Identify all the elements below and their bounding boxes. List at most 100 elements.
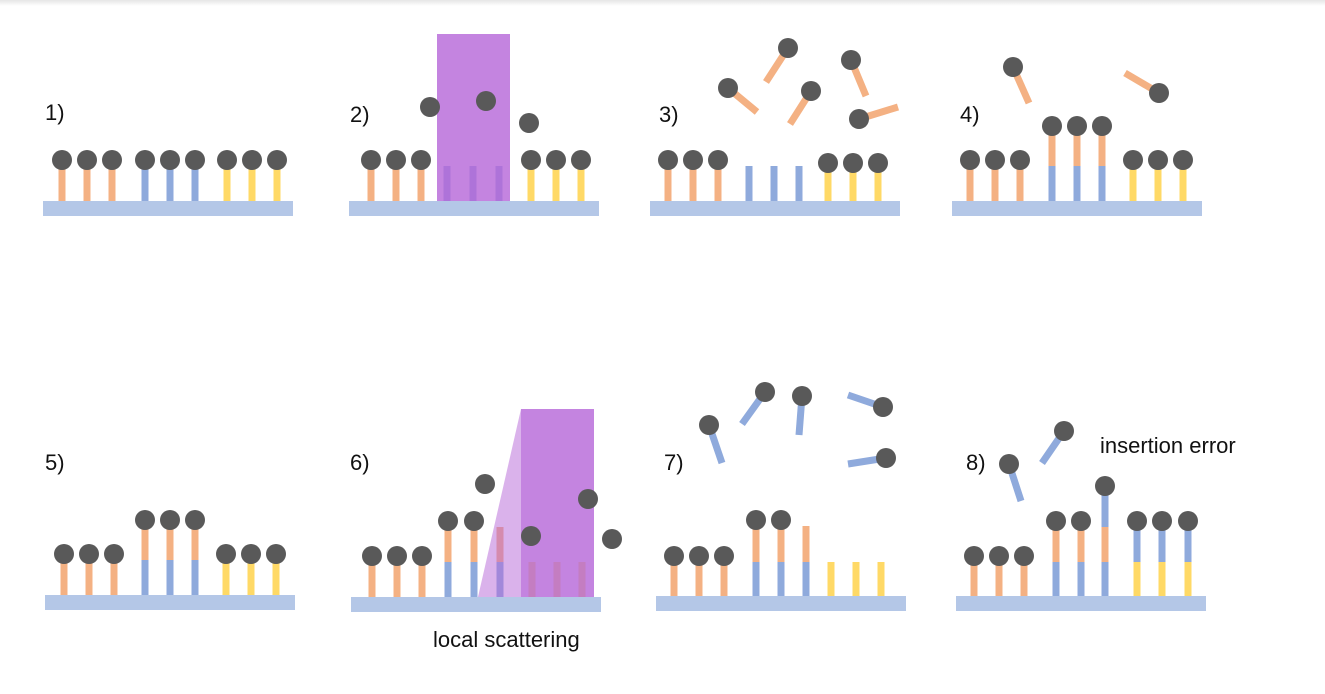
strand-segment — [777, 562, 785, 596]
strand-segment — [470, 527, 478, 562]
step-label-1: 1) — [45, 100, 65, 125]
protecting-group-bead — [362, 546, 382, 566]
strand-segment — [527, 166, 535, 201]
protecting-group-bead — [411, 150, 431, 170]
strand-segment — [141, 526, 149, 560]
protecting-group-bead — [689, 546, 709, 566]
protecting-group-bead — [699, 415, 719, 435]
protecting-group-bead — [77, 150, 97, 170]
protecting-group-bead — [999, 454, 1019, 474]
protecting-group-bead — [960, 150, 980, 170]
strand-segment — [1048, 132, 1056, 166]
strand-segment — [417, 166, 425, 201]
strand-segment — [802, 562, 810, 596]
strand-segment — [1133, 527, 1141, 562]
protecting-group-bead — [185, 510, 205, 530]
protecting-group-bead — [1067, 116, 1087, 136]
strand-segment — [824, 166, 832, 201]
protecting-group-bead — [361, 150, 381, 170]
substrate-base — [351, 597, 601, 612]
light-beam — [437, 34, 510, 201]
window-top-edge — [0, 0, 1325, 6]
protecting-group-bead — [185, 150, 205, 170]
strand-segment — [745, 166, 753, 201]
strand-segment — [1052, 527, 1060, 562]
protecting-group-bead — [420, 97, 440, 117]
protecting-group-bead — [578, 489, 598, 509]
strand-segment — [1101, 562, 1109, 596]
protecting-group-bead — [664, 546, 684, 566]
step-label-8: 8) — [966, 450, 986, 475]
strand-segment — [1098, 166, 1106, 201]
protecting-group-bead — [718, 78, 738, 98]
protecting-group-bead — [1149, 83, 1169, 103]
protecting-group-bead — [1014, 546, 1034, 566]
protecting-group-bead — [771, 510, 791, 530]
strand-segment — [1073, 132, 1081, 166]
strand-segment — [577, 166, 585, 201]
strand-segment — [966, 166, 974, 201]
strand-segment — [83, 166, 91, 201]
strand-segment — [166, 560, 174, 595]
protecting-group-bead — [104, 544, 124, 564]
strand-segment — [1016, 166, 1024, 201]
strand-segment — [191, 560, 199, 595]
protecting-group-bead — [386, 150, 406, 170]
strand-segment — [1133, 562, 1141, 596]
substrate-base — [952, 201, 1202, 216]
step-label-7: 7) — [664, 450, 684, 475]
protecting-group-bead — [778, 38, 798, 58]
strand-segment — [1129, 166, 1137, 201]
local-scattering-label: local scattering — [433, 627, 580, 652]
substrate-base — [43, 201, 293, 216]
step-label-2: 2) — [350, 102, 370, 127]
strand-segment — [1184, 527, 1192, 562]
protecting-group-bead — [985, 150, 1005, 170]
strand-segment — [770, 166, 778, 201]
substrate-base — [349, 201, 599, 216]
strand-segment — [1101, 527, 1109, 562]
substrate-base — [656, 596, 906, 611]
strand-segment — [752, 526, 760, 562]
protecting-group-bead — [755, 382, 775, 402]
strand-segment — [1052, 562, 1060, 596]
strand-segment — [58, 166, 66, 201]
protecting-group-bead — [746, 510, 766, 530]
strand-segment — [85, 560, 93, 595]
protecting-group-bead — [52, 150, 72, 170]
substrate-base — [956, 596, 1206, 611]
protecting-group-bead — [54, 544, 74, 564]
protecting-group-bead — [387, 546, 407, 566]
strand-segment — [222, 560, 230, 595]
protecting-group-bead — [160, 510, 180, 530]
insertion-error-label: insertion error — [1100, 433, 1236, 458]
protecting-group-bead — [1173, 150, 1193, 170]
protecting-group-bead — [217, 150, 237, 170]
strand-segment — [1179, 166, 1187, 201]
protecting-group-bead — [1092, 116, 1112, 136]
protecting-group-bead — [521, 150, 541, 170]
strand-segment — [720, 562, 728, 596]
step-label-6: 6) — [350, 450, 370, 475]
strand-segment — [970, 562, 978, 596]
strand-segment — [714, 166, 722, 201]
protecting-group-bead — [475, 474, 495, 494]
protecting-group-bead — [658, 150, 678, 170]
strand-segment — [1020, 562, 1028, 596]
protecting-group-bead — [571, 150, 591, 170]
step-label-3: 3) — [659, 102, 679, 127]
protecting-group-bead — [1003, 57, 1023, 77]
protecting-group-bead — [1178, 511, 1198, 531]
strand-segment — [444, 527, 452, 562]
strand-segment — [689, 166, 697, 201]
protecting-group-bead — [519, 113, 539, 133]
strand-segment — [991, 166, 999, 201]
protecting-group-bead — [843, 153, 863, 173]
protecting-group-bead — [216, 544, 236, 564]
protecting-group-bead — [1071, 511, 1091, 531]
strand-segment — [470, 562, 478, 597]
strand-segment — [670, 562, 678, 596]
protecting-group-bead — [521, 526, 541, 546]
strand-segment — [1048, 166, 1056, 201]
